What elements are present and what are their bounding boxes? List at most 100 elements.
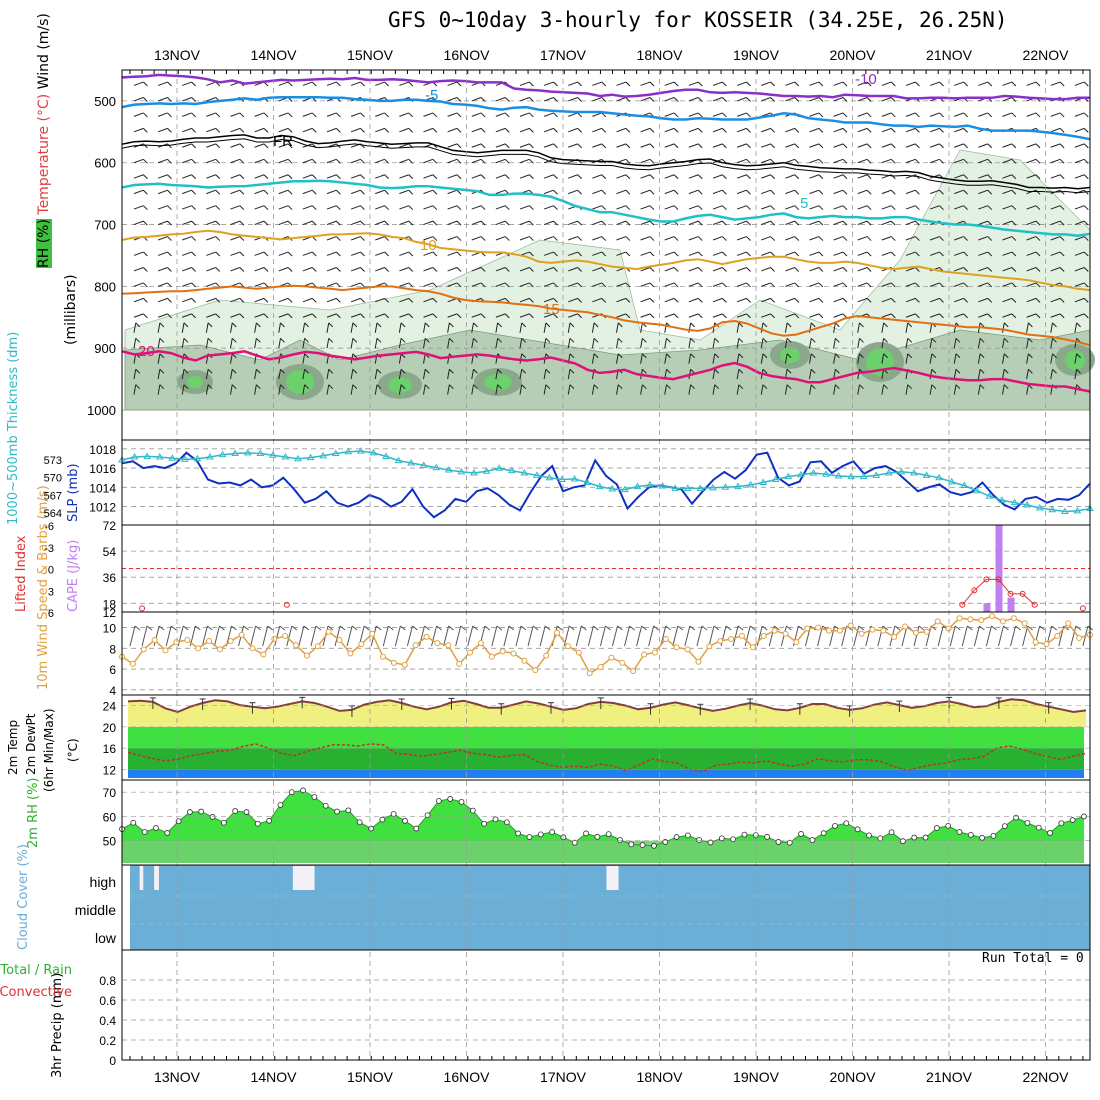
wind-barb-flag	[360, 298, 365, 303]
wind-barb	[591, 353, 595, 364]
wind-barb	[640, 205, 651, 210]
wind-barb-flag	[408, 298, 414, 303]
wind-barb-flag	[384, 313, 390, 319]
thickness-point	[444, 466, 453, 473]
wind-barb-flag	[915, 251, 920, 257]
wind-barb-flag	[215, 282, 221, 288]
rh-point	[1069, 817, 1076, 823]
wind-barb-flag	[376, 337, 382, 343]
wind-barb	[978, 220, 988, 226]
wind-barb-flag	[432, 267, 438, 272]
wind-barb-flag	[907, 353, 913, 359]
wind-barb	[688, 322, 692, 333]
cape-tick-label: 54	[103, 545, 117, 559]
wind-barb	[495, 236, 506, 241]
wind-barb-flag	[794, 97, 800, 102]
wind-barb-flag	[770, 189, 776, 195]
wind-barb-flag	[963, 205, 969, 211]
wind-barb	[736, 127, 747, 133]
wind-speed-point	[1054, 632, 1061, 639]
wind-barb	[133, 112, 144, 117]
wind-barb	[688, 353, 692, 364]
wind-barb-flag	[673, 205, 679, 211]
thickness-point	[683, 484, 692, 491]
wind-barb-flag	[818, 143, 824, 149]
wind-barb	[278, 143, 289, 148]
wind-barb-flag	[545, 337, 551, 343]
thickness-point	[356, 447, 365, 454]
wind-barb	[688, 297, 699, 303]
wind-barb	[133, 369, 137, 380]
wind-barb	[278, 384, 281, 395]
wind-barb-flag	[939, 128, 944, 133]
wind-barb	[326, 297, 337, 303]
wind-barb	[881, 338, 885, 349]
wind-barb-flag	[553, 236, 558, 241]
wind-barb	[182, 112, 192, 117]
wind-barb-flag	[987, 174, 993, 180]
wind-barb	[809, 143, 820, 148]
wind-barb-flag	[1052, 322, 1057, 328]
wind-barb-flag	[697, 236, 703, 241]
wind-speed-point	[521, 657, 528, 664]
wind-barb-flag	[311, 174, 317, 180]
thickness-point	[1010, 498, 1019, 506]
wind-barb-10m	[406, 625, 413, 647]
wind-speed-point	[706, 643, 713, 650]
wind-barb-flag	[311, 128, 317, 133]
wind-barb	[471, 143, 482, 148]
wind-barb-flag	[191, 267, 197, 272]
wind-barb-flag	[1011, 298, 1017, 303]
wind-barb	[519, 338, 523, 349]
wind-barb	[543, 251, 554, 256]
wind-barb-flag	[432, 251, 438, 257]
wind-barb	[978, 313, 988, 318]
wind-barb	[1026, 297, 1037, 303]
cape-bar	[983, 603, 991, 612]
wind-barb-flag	[722, 220, 727, 226]
wind-barb	[616, 236, 627, 241]
wind-barb	[447, 112, 458, 117]
wind-barb	[881, 112, 892, 117]
wind-barb	[833, 220, 844, 226]
wind-barb	[495, 143, 506, 148]
wind-barb-flag	[143, 97, 148, 102]
wind-barb	[350, 174, 361, 179]
wind-barb-flag	[553, 128, 558, 133]
wind-barb-flag	[183, 368, 189, 374]
wind-barb-flag	[263, 313, 269, 319]
wind-barb-flag	[818, 205, 824, 211]
wind-barb	[423, 174, 434, 179]
wind-barb-flag	[263, 174, 269, 180]
wind-barb-flag	[890, 128, 896, 133]
wind-barb	[954, 189, 964, 195]
thickness-point	[256, 449, 265, 456]
rh-point	[820, 830, 827, 837]
thickness-tick-label: 570	[44, 473, 62, 485]
wind-barb	[712, 384, 716, 395]
wind-barb	[592, 251, 602, 256]
wind-barb	[1050, 236, 1061, 241]
wind-barb-flag	[810, 337, 816, 343]
wind-barb-flag	[1035, 112, 1041, 118]
rh-point	[583, 830, 589, 837]
wind-barb-flag	[143, 174, 148, 180]
thickness-point	[306, 453, 315, 461]
wind-barb-flag	[311, 313, 317, 319]
wind-barb	[809, 205, 820, 210]
thickness-point	[1073, 506, 1082, 514]
rh-point	[900, 838, 906, 845]
wind-barb-flag	[890, 97, 896, 102]
ytick-label: 1000	[87, 403, 116, 418]
wind-barb	[809, 338, 812, 349]
wind-barb-flag	[545, 368, 551, 374]
wind-barb	[929, 143, 940, 148]
wind-barb-10m-flag	[689, 625, 696, 631]
rh-point	[673, 834, 680, 840]
wind-barb-flag	[504, 143, 510, 149]
wind-barb-flag	[963, 298, 969, 303]
wind-barb	[905, 353, 909, 364]
wind-barb	[375, 205, 385, 210]
thickness-point	[947, 477, 956, 485]
wind-barb	[519, 322, 523, 333]
